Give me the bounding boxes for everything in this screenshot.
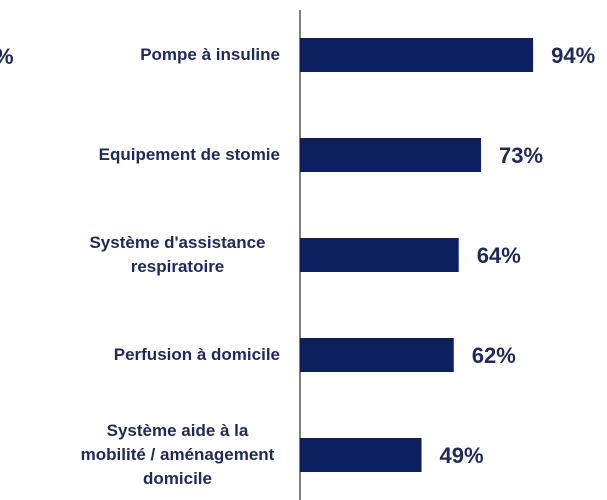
category-label: Système aide à la mobilité / aménagement… <box>80 421 275 488</box>
category-label: Pompe à insuline <box>140 45 280 64</box>
value-label: 94% <box>551 43 595 68</box>
value-label: 73% <box>499 143 543 168</box>
bar <box>300 438 422 472</box>
value-label: 64% <box>477 243 521 268</box>
bar <box>300 238 459 272</box>
value-label: 62% <box>472 343 516 368</box>
bar <box>300 38 534 72</box>
bar <box>300 338 454 372</box>
bar <box>300 138 482 172</box>
value-label: 49% <box>440 443 484 468</box>
category-label: Système d'assistance respiratoire <box>89 233 266 276</box>
annotation: % <box>0 44 14 70</box>
category-label: Perfusion à domicile <box>113 345 280 364</box>
category-label: Equipement de stomie <box>98 145 280 164</box>
